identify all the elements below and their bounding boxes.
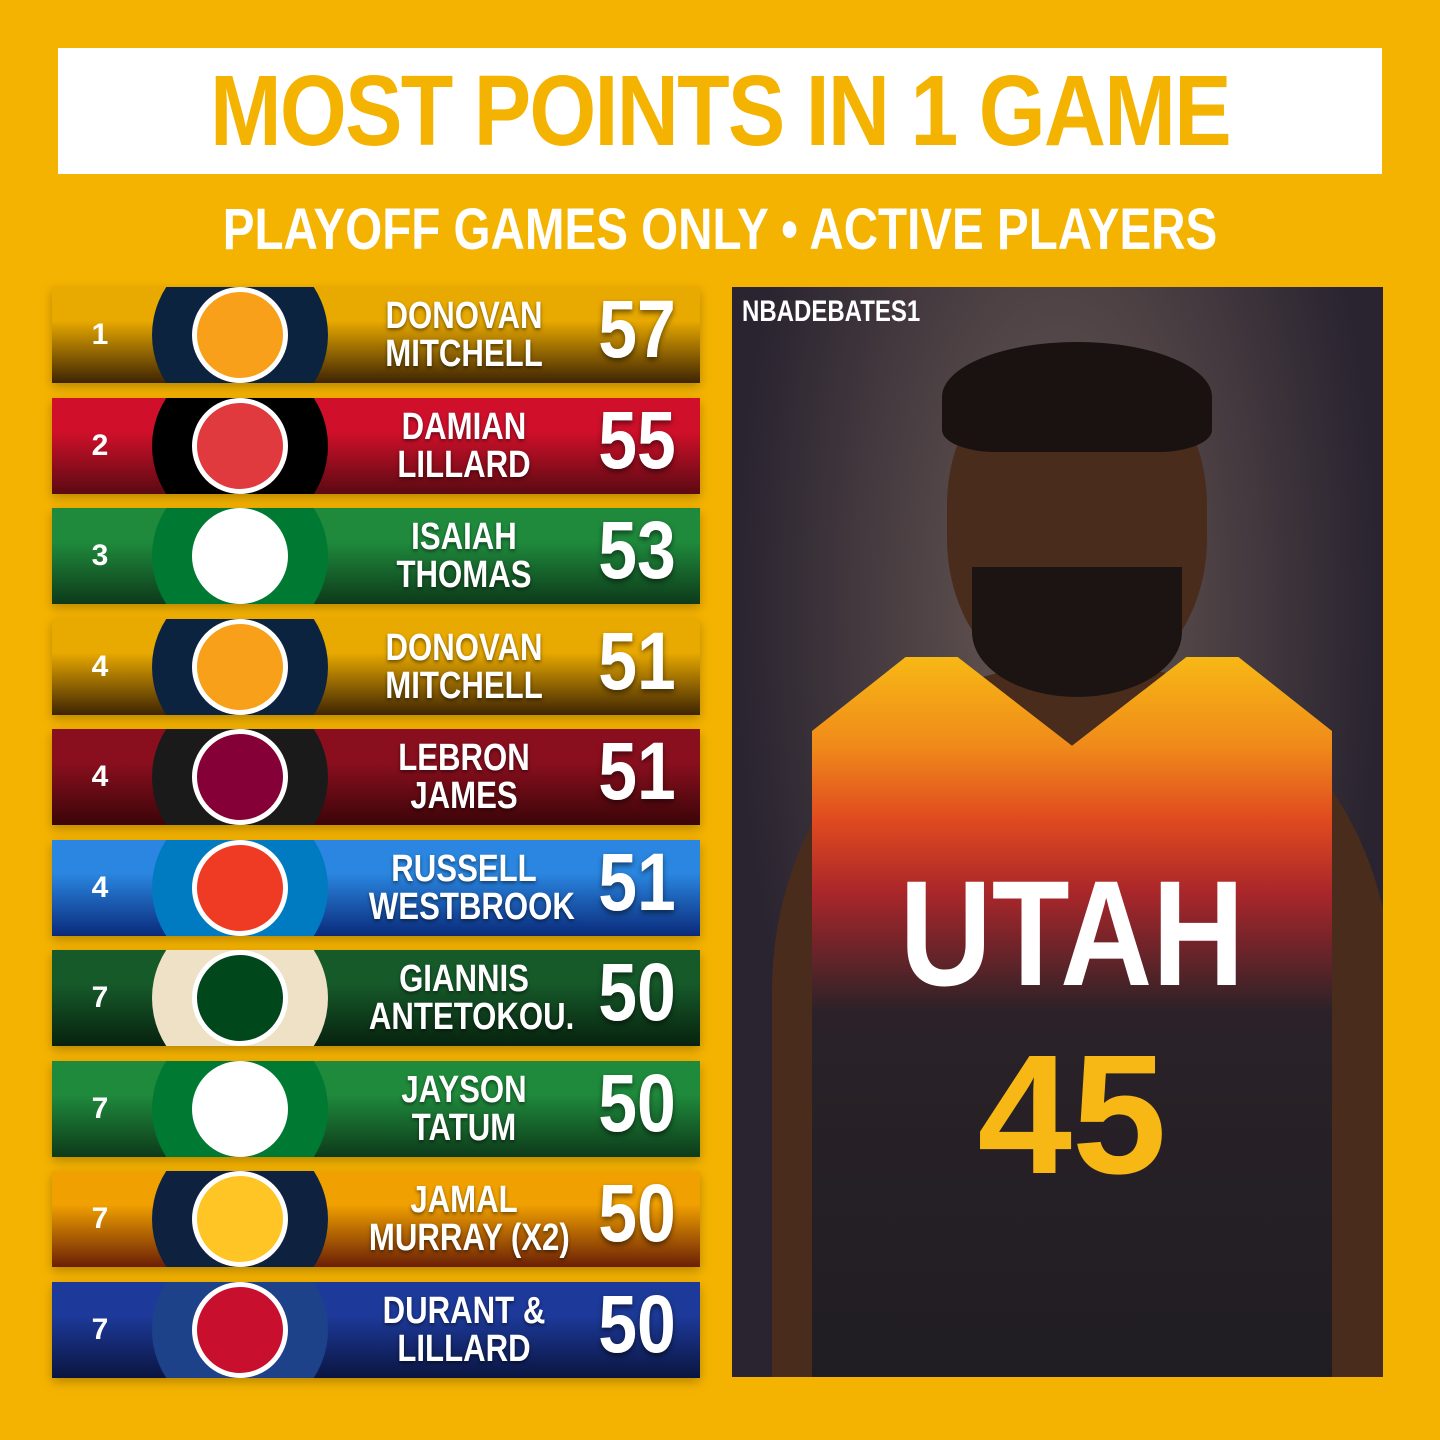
ranking-row: 7 GIANNIS ANTETOKOU. 50 bbox=[52, 947, 700, 1046]
player-last-name: TATUM bbox=[411, 1106, 517, 1149]
jersey-number: 45 bbox=[977, 1020, 1167, 1210]
ranking-row: 4 DONOVAN MITCHELL 51 bbox=[52, 616, 700, 715]
player-last-name: MITCHELL bbox=[385, 664, 543, 707]
rank: 2 bbox=[91, 428, 109, 462]
player-name: ISAIAH THOMAS bbox=[369, 518, 559, 594]
team-logo bbox=[152, 618, 328, 715]
player-beard bbox=[972, 567, 1182, 697]
points: 50 bbox=[598, 1278, 676, 1370]
points: 55 bbox=[598, 394, 676, 486]
player-hair bbox=[942, 342, 1212, 452]
ranking-row: 7 JAMAL MURRAY (X2) 50 bbox=[52, 1168, 700, 1267]
player-last-name: MURRAY (X2) bbox=[368, 1217, 570, 1259]
player-photo: UTAH 45 NBADEBATES1 bbox=[732, 287, 1383, 1377]
player-name: DONOVAN MITCHELL bbox=[369, 629, 559, 705]
jersey-team-text: UTAH bbox=[899, 849, 1245, 1017]
team-logo bbox=[152, 839, 328, 936]
player-name: RUSSELL WESTBROOK bbox=[368, 847, 575, 928]
ranking-row: 3 ISAIAH THOMAS 53 bbox=[52, 505, 700, 604]
rank: 7 bbox=[91, 981, 109, 1014]
points: 53 bbox=[598, 505, 676, 596]
player-last-name: LILLARD bbox=[397, 1327, 531, 1370]
watermark: NBADEBATES1 bbox=[742, 295, 921, 328]
subtitle: PLAYOFF GAMES ONLY • ACTIVE PLAYERS bbox=[222, 197, 1218, 262]
player-name: DURANT & LILLARD bbox=[369, 1292, 559, 1368]
player-first-name: JAYSON bbox=[401, 1068, 527, 1111]
player-last-name: ANTETOKOU. bbox=[368, 996, 575, 1038]
rank: 7 bbox=[91, 1091, 109, 1125]
player-first-name: DAMIAN bbox=[401, 405, 527, 448]
points: 51 bbox=[598, 726, 676, 817]
player-last-name: MITCHELL bbox=[385, 333, 543, 375]
player-first-name: DONOVAN bbox=[385, 626, 543, 669]
ranking-row: 7 JAYSON TATUM 50 bbox=[52, 1058, 700, 1157]
ranking-row: 7 DURANT & LILLARD 50 bbox=[52, 1279, 700, 1378]
team-logo bbox=[152, 1060, 328, 1157]
player-name: JAMAL MURRAY (X2) bbox=[368, 1179, 570, 1259]
team-logo bbox=[152, 508, 328, 604]
team-logo bbox=[152, 950, 328, 1046]
points: 50 bbox=[598, 947, 676, 1038]
rank: 3 bbox=[91, 539, 109, 572]
rank: 4 bbox=[91, 649, 109, 683]
player-last-name: WESTBROOK bbox=[368, 885, 575, 928]
player-name: GIANNIS ANTETOKOU. bbox=[368, 958, 575, 1038]
player-first-name: RUSSELL bbox=[391, 847, 537, 890]
team-logo bbox=[152, 1281, 328, 1378]
points: 57 bbox=[598, 284, 676, 375]
ranking-row: 4 LEBRON JAMES 51 bbox=[52, 726, 700, 825]
ranking-row: 4 RUSSELL WESTBROOK 51 bbox=[52, 837, 700, 936]
player-name: DONOVAN MITCHELL bbox=[369, 297, 559, 373]
player-last-name: THOMAS bbox=[396, 554, 532, 596]
team-logo bbox=[152, 729, 328, 825]
player-first-name: ISAIAH bbox=[411, 516, 517, 558]
player-name: DAMIAN LILLARD bbox=[369, 408, 559, 484]
player-first-name: DONOVAN bbox=[385, 295, 543, 337]
rank: 7 bbox=[91, 1312, 109, 1346]
points: 51 bbox=[598, 836, 676, 928]
title-banner: MOST POINTS IN 1 GAME bbox=[58, 48, 1382, 174]
player-first-name: DURANT & bbox=[382, 1289, 546, 1332]
points: 51 bbox=[598, 615, 676, 707]
team-logo bbox=[152, 397, 328, 494]
player-last-name: JAMES bbox=[410, 775, 518, 817]
ranking-row: 1 DONOVAN MITCHELL 57 bbox=[52, 284, 700, 383]
player-first-name: JAMAL bbox=[410, 1179, 518, 1221]
player-name: JAYSON TATUM bbox=[369, 1071, 559, 1147]
rank: 1 bbox=[91, 318, 109, 351]
points: 50 bbox=[598, 1057, 676, 1149]
player-last-name: LILLARD bbox=[397, 443, 531, 486]
team-logo bbox=[152, 1171, 328, 1267]
rank: 4 bbox=[91, 870, 109, 904]
page-title: MOST POINTS IN 1 GAME bbox=[210, 54, 1232, 167]
player-first-name: GIANNIS bbox=[399, 958, 529, 1000]
player-first-name: LEBRON bbox=[398, 737, 530, 779]
ranking-row: 2 DAMIAN LILLARD 55 bbox=[52, 395, 700, 494]
team-logo bbox=[152, 287, 328, 383]
points: 50 bbox=[598, 1168, 676, 1259]
rank: 7 bbox=[91, 1202, 109, 1235]
jersey bbox=[812, 657, 1332, 1377]
player-name: LEBRON JAMES bbox=[369, 739, 559, 815]
rank: 4 bbox=[91, 760, 109, 793]
